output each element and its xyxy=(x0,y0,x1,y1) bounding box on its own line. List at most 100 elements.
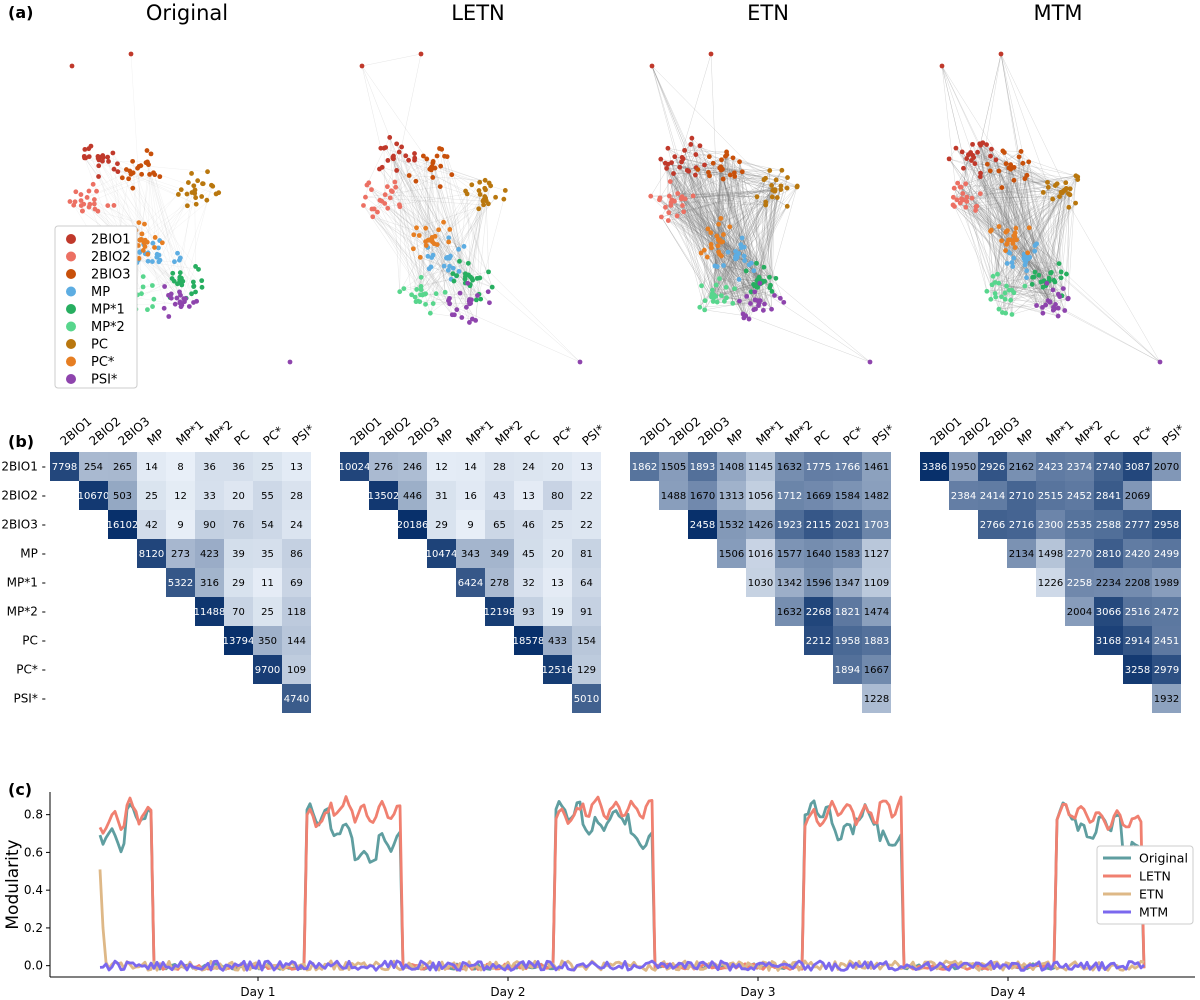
node xyxy=(465,260,471,266)
heatmap-cell xyxy=(195,510,224,539)
edge xyxy=(456,275,477,301)
node xyxy=(964,156,970,161)
heatmap-cell xyxy=(543,452,572,481)
heatmap-cell xyxy=(862,568,891,597)
edge xyxy=(408,160,478,279)
node xyxy=(724,295,729,301)
heatmap-cell xyxy=(717,452,746,481)
heatmap-value: 13 xyxy=(580,462,593,473)
node xyxy=(752,289,758,295)
edge xyxy=(384,203,460,262)
heatmap-cell xyxy=(833,655,862,684)
node xyxy=(993,157,999,163)
edge xyxy=(392,157,463,318)
edge xyxy=(674,156,744,315)
edge xyxy=(1011,161,1029,291)
heatmap-value: 90 xyxy=(203,520,216,531)
edge xyxy=(764,291,773,305)
node xyxy=(180,278,186,284)
edge xyxy=(366,184,449,243)
edge xyxy=(430,266,493,288)
heatmap-value: 1030 xyxy=(748,578,773,589)
heatmap-value: 9700 xyxy=(255,665,280,676)
node xyxy=(939,63,945,69)
edge xyxy=(700,178,766,254)
edge xyxy=(708,172,735,289)
x-tick-label: Day 1 xyxy=(240,985,275,999)
edge xyxy=(986,144,992,300)
heatmap-col-label: MP*2 xyxy=(782,417,815,448)
edge xyxy=(723,178,766,180)
heatmap-cell xyxy=(775,568,804,597)
node xyxy=(478,296,484,302)
edge xyxy=(974,163,1078,180)
edge xyxy=(148,164,175,262)
heatmap-value: 2212 xyxy=(806,636,831,647)
edge xyxy=(1015,247,1047,286)
heatmap-value: 2499 xyxy=(1154,549,1179,560)
edge xyxy=(1001,183,1058,241)
legend-marker xyxy=(66,269,76,279)
node xyxy=(152,235,158,240)
edge xyxy=(416,199,485,290)
edge xyxy=(1013,180,1058,184)
heatmap-cell xyxy=(862,481,891,510)
node xyxy=(385,205,391,211)
node xyxy=(657,195,663,201)
node xyxy=(1011,177,1017,183)
heatmap-cell xyxy=(369,481,398,510)
node xyxy=(984,288,990,294)
series-line-letn xyxy=(98,795,1146,971)
heatmap-row-label: PSI* - xyxy=(13,692,46,706)
node xyxy=(996,224,1002,229)
node xyxy=(168,291,174,297)
edge xyxy=(977,152,1017,240)
legend-label: PC* xyxy=(91,355,115,370)
node xyxy=(1063,180,1069,186)
node xyxy=(1073,200,1078,206)
edge xyxy=(960,164,1011,188)
node xyxy=(784,203,790,209)
node xyxy=(716,249,722,255)
edge xyxy=(741,191,776,239)
heatmap-cell xyxy=(572,655,601,684)
edge xyxy=(1013,235,1161,363)
edge xyxy=(1015,247,1035,252)
node xyxy=(1020,160,1026,166)
edge xyxy=(393,155,487,201)
edge xyxy=(952,204,1014,241)
edge xyxy=(719,167,734,304)
edge xyxy=(144,194,179,225)
edge xyxy=(966,158,1026,261)
node xyxy=(992,291,998,296)
edge xyxy=(979,143,998,275)
node xyxy=(457,290,463,296)
node xyxy=(1002,296,1008,302)
node xyxy=(754,194,760,200)
node xyxy=(139,171,145,177)
edge xyxy=(667,163,698,170)
edge xyxy=(1000,53,1053,200)
node xyxy=(142,244,148,250)
edge xyxy=(713,170,722,295)
node xyxy=(953,145,959,151)
edge xyxy=(979,143,1048,284)
node xyxy=(142,237,148,243)
edge xyxy=(659,181,671,198)
edge xyxy=(469,208,479,304)
node xyxy=(185,180,191,185)
heatmap-value: 29 xyxy=(232,578,245,589)
edge xyxy=(704,250,706,301)
edge xyxy=(953,197,1037,306)
edge xyxy=(84,156,145,225)
edge xyxy=(693,195,766,206)
node xyxy=(772,293,777,298)
edge xyxy=(1014,189,1066,237)
edge xyxy=(438,229,446,293)
edge xyxy=(965,183,1037,245)
edge xyxy=(701,196,758,286)
edge xyxy=(719,254,740,280)
node xyxy=(1066,204,1072,210)
heatmap-col-label: PSI* xyxy=(579,422,607,448)
